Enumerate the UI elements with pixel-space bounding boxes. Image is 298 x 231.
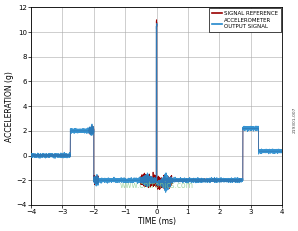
Text: 219301-007: 219301-007 [293, 107, 297, 133]
X-axis label: TIME (ms): TIME (ms) [138, 217, 176, 226]
Text: www.cntronics.com: www.cntronics.com [119, 181, 193, 190]
Legend: SIGNAL REFERENCE, ACCELEROMETER
OUTPUT SIGNAL: SIGNAL REFERENCE, ACCELEROMETER OUTPUT S… [209, 9, 281, 32]
Y-axis label: ACCELERATION (g): ACCELERATION (g) [5, 71, 14, 142]
